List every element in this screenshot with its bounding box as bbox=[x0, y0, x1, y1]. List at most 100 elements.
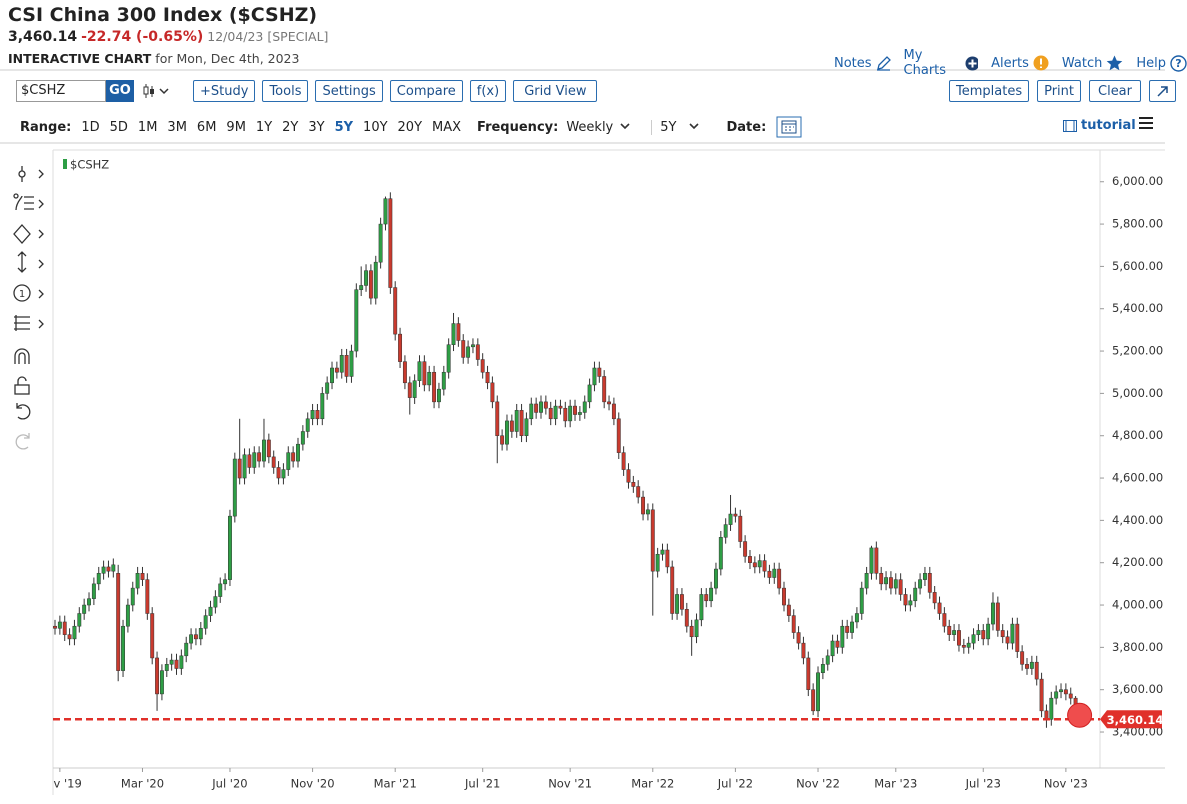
range-option[interactable]: 1D bbox=[81, 119, 100, 135]
tool-shapes[interactable] bbox=[13, 224, 44, 244]
gridview-button[interactable]: Grid View bbox=[513, 80, 598, 102]
subtitle: INTERACTIVE CHART bbox=[8, 51, 152, 66]
chart-type-menu[interactable] bbox=[142, 82, 174, 100]
y-tick-label: 5,600.00 bbox=[1112, 259, 1163, 273]
candle-body bbox=[918, 579, 923, 589]
candle-body bbox=[1029, 661, 1034, 669]
y-tick-label: 4,400.00 bbox=[1112, 513, 1163, 527]
date-picker[interactable] bbox=[776, 116, 804, 138]
tutorial-link[interactable]: tutorial bbox=[1063, 118, 1136, 133]
candle-body bbox=[641, 496, 646, 515]
candle-body bbox=[582, 401, 587, 413]
print-button[interactable]: Print bbox=[1037, 80, 1081, 102]
candle-body bbox=[796, 632, 801, 644]
range-option[interactable]: 6M bbox=[196, 119, 217, 135]
candle-body bbox=[621, 452, 626, 470]
menu-button[interactable] bbox=[1138, 116, 1154, 130]
candle-body bbox=[417, 361, 422, 381]
candle-body bbox=[150, 613, 155, 659]
candle-body bbox=[373, 261, 378, 299]
x-tick-group: Nov '21 bbox=[548, 777, 592, 791]
range-option[interactable]: 1Y bbox=[255, 119, 273, 135]
price: 3,460.14 bbox=[8, 29, 78, 45]
mycharts-link[interactable]: My Charts bbox=[904, 48, 979, 78]
candle-body bbox=[495, 401, 500, 436]
alerts-link[interactable]: Alerts bbox=[991, 48, 1049, 78]
tools-button[interactable]: Tools bbox=[262, 80, 309, 102]
clear-button[interactable]: Clear bbox=[1089, 80, 1141, 102]
tutorial-label: tutorial bbox=[1081, 118, 1136, 133]
range-option[interactable]: 2Y bbox=[282, 119, 299, 135]
range-option[interactable]: 1M bbox=[137, 119, 158, 135]
candle-body bbox=[981, 630, 986, 640]
candle-body bbox=[645, 509, 650, 515]
tool-fib[interactable] bbox=[14, 315, 44, 331]
candle-body bbox=[757, 560, 762, 568]
candle-body bbox=[791, 615, 796, 633]
candle-body bbox=[961, 644, 966, 648]
candle-body bbox=[694, 619, 699, 638]
candle-body bbox=[743, 541, 748, 557]
tool-crosshair[interactable] bbox=[18, 166, 44, 182]
tool-lock[interactable] bbox=[14, 376, 30, 395]
go-button[interactable]: GO bbox=[106, 80, 134, 102]
dropdown-arrow bbox=[689, 123, 700, 130]
tool-undo[interactable] bbox=[16, 403, 31, 420]
candle-body bbox=[752, 562, 757, 568]
period-select[interactable]: 5Y bbox=[651, 119, 676, 135]
range-option[interactable]: 3M bbox=[167, 119, 187, 135]
candle-body bbox=[903, 594, 908, 606]
candle-body bbox=[762, 560, 767, 572]
x-tick-group: Nov '19 bbox=[53, 777, 82, 791]
candle-body bbox=[364, 270, 368, 286]
range-option[interactable]: 5D bbox=[109, 119, 128, 135]
range-option[interactable]: 9M bbox=[226, 119, 246, 135]
candle-body bbox=[1068, 693, 1073, 699]
y-tick-label: 5,200.00 bbox=[1112, 344, 1163, 358]
candle-body bbox=[1010, 623, 1015, 644]
candle-body bbox=[699, 594, 704, 621]
quote-date: 12/04/23 [SPECIAL] bbox=[207, 29, 329, 44]
candle-body bbox=[432, 371, 437, 403]
range-bar: Range: 1D 5D 1M 3M 6M 9M 1Y 2Y 3Y 5Y 10Y 20Y MAX Fre… bbox=[20, 116, 804, 138]
candle-body bbox=[296, 443, 300, 462]
range-option[interactable]: 20Y bbox=[397, 119, 423, 135]
frequency-select[interactable]: Weekly bbox=[566, 119, 614, 135]
tool-measure[interactable] bbox=[17, 251, 44, 273]
price-tag bbox=[1100, 710, 1162, 729]
tool-magnet[interactable] bbox=[14, 348, 30, 364]
candle-body bbox=[130, 587, 135, 606]
help-link[interactable]: Help? bbox=[1136, 48, 1187, 78]
candle-body bbox=[675, 594, 680, 614]
candle-body bbox=[509, 420, 514, 432]
tool-annotate[interactable]: 1 bbox=[13, 284, 44, 302]
settings-button[interactable]: Settings bbox=[315, 80, 383, 102]
symbol-input[interactable]: $CSHZ bbox=[16, 80, 106, 102]
candle-body bbox=[393, 287, 398, 335]
templates-button[interactable]: Templates bbox=[949, 80, 1030, 102]
range-option[interactable]: 3Y bbox=[308, 119, 325, 135]
range-option[interactable]: 5Y bbox=[334, 119, 354, 135]
range-option[interactable]: 10Y bbox=[363, 119, 388, 135]
range-label: Range: bbox=[20, 119, 72, 135]
candle-body bbox=[53, 625, 57, 629]
candle-body bbox=[655, 553, 660, 572]
candle-body bbox=[592, 367, 597, 386]
function-button[interactable]: f(x) bbox=[469, 80, 507, 102]
compare-button[interactable]: Compare bbox=[389, 80, 463, 102]
tool-lines[interactable] bbox=[13, 193, 44, 211]
candle-body bbox=[1000, 630, 1005, 638]
candle-body bbox=[558, 405, 563, 409]
candle-body bbox=[607, 401, 611, 405]
range-option[interactable]: MAX bbox=[432, 119, 462, 135]
watch-link[interactable]: Watch bbox=[1062, 48, 1123, 78]
candle-body bbox=[548, 407, 553, 420]
candle-body bbox=[879, 573, 884, 585]
title: CSI China 300 Index ($CSHZ) bbox=[8, 4, 318, 26]
notes-link[interactable]: Notes bbox=[834, 48, 891, 78]
tool-redo[interactable] bbox=[15, 433, 30, 450]
expand-button[interactable] bbox=[1149, 80, 1176, 102]
alert-marker bbox=[1067, 702, 1093, 728]
study-button[interactable]: +Study bbox=[193, 80, 256, 102]
candle-body bbox=[947, 625, 952, 635]
